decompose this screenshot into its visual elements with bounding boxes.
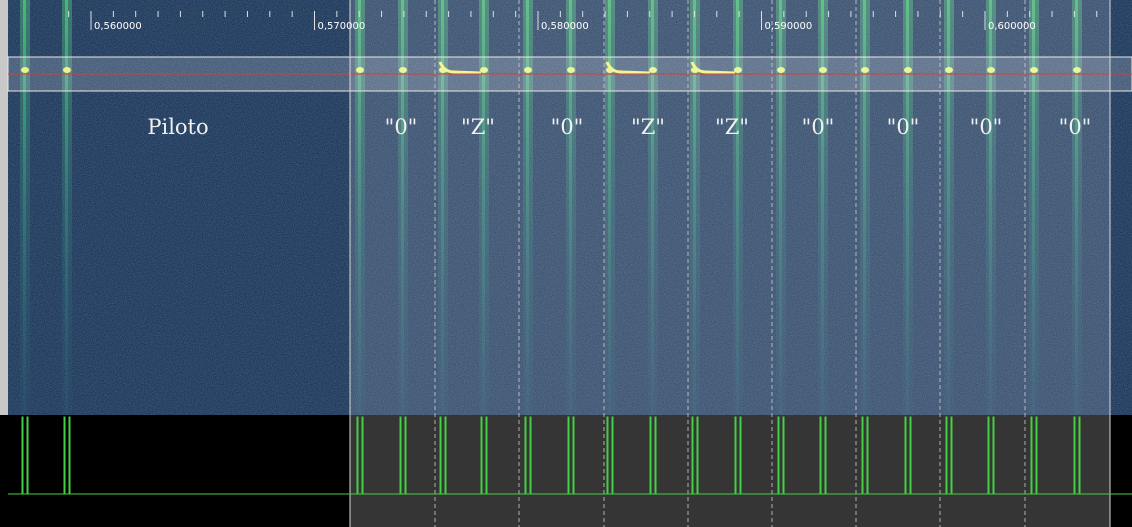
annotation: "0"	[802, 115, 835, 139]
annotation: "Z"	[715, 115, 749, 139]
annotation: "0"	[887, 115, 920, 139]
annotation: "Z"	[461, 115, 495, 139]
ruler-label: 0,590000	[765, 21, 813, 32]
annotation: Piloto	[147, 115, 208, 139]
annotation: "0"	[970, 115, 1003, 139]
annotation: "0"	[551, 115, 584, 139]
left-edge	[0, 0, 8, 415]
trace-panel	[8, 415, 350, 527]
annotation: "0"	[1059, 115, 1092, 139]
ruler-label: 0,600000	[988, 21, 1036, 32]
ruler-label: 0,570000	[318, 21, 366, 32]
trace-panel-selected	[350, 415, 1110, 527]
annotation: "Z"	[631, 115, 665, 139]
spectrogram-view: 0,560000 0,570000 0,580000 0,590000 0,600000…	[0, 0, 1132, 527]
ruler-label: 0,580000	[541, 21, 589, 32]
annotation: "0"	[385, 115, 418, 139]
ruler-label: 0,560000	[94, 21, 142, 32]
